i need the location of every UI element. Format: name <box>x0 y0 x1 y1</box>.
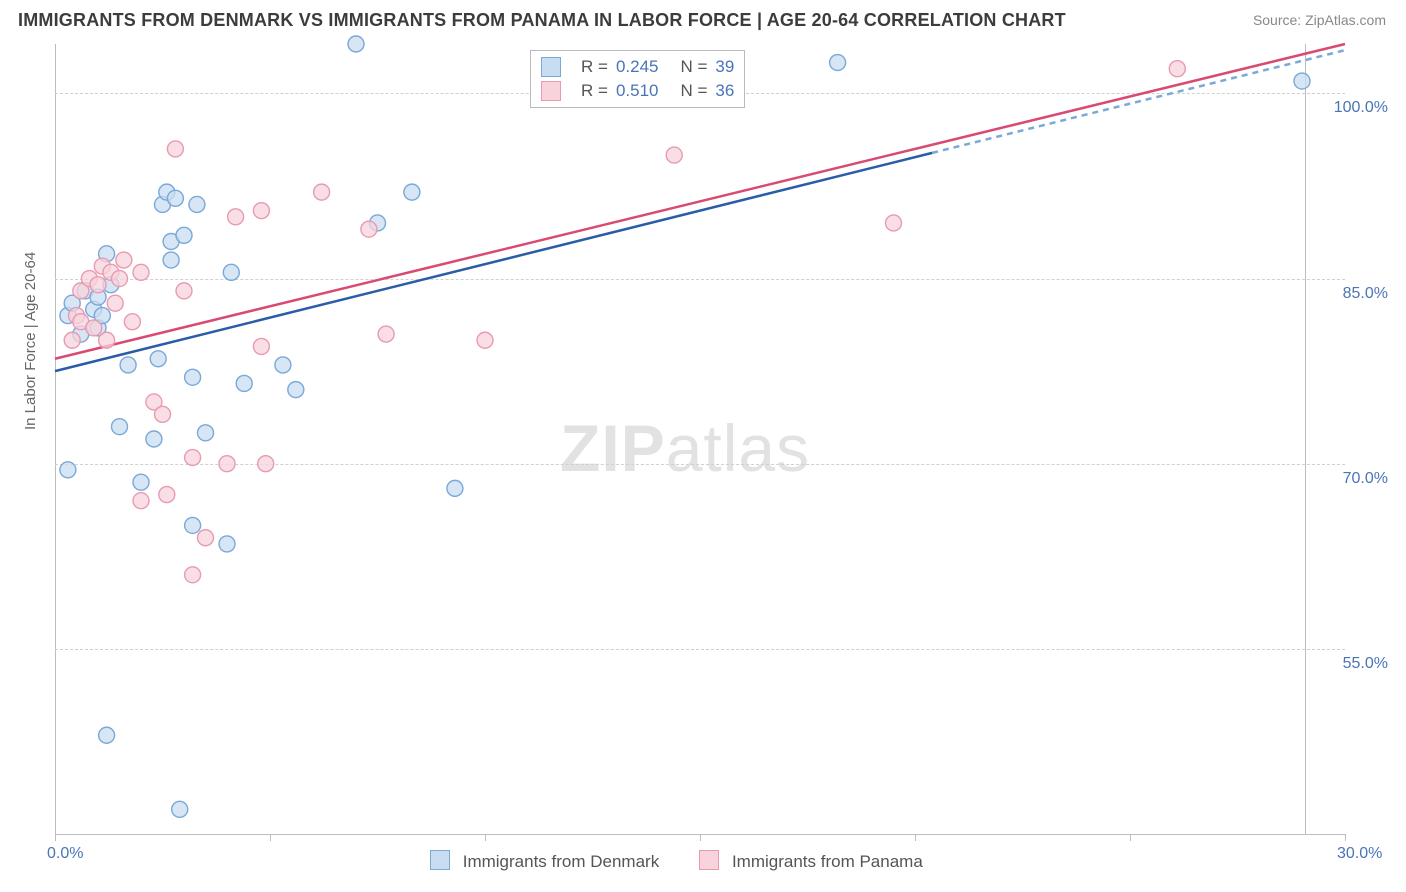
xtick-mark <box>1345 834 1346 841</box>
data-point <box>185 369 201 385</box>
xtick-mark <box>700 834 701 841</box>
data-point <box>666 147 682 163</box>
legend-swatch-panama <box>699 850 719 870</box>
series-legend-item-denmark: Immigrants from Denmark <box>430 850 659 872</box>
correlation-legend: R = 0.245 N = 39 R = 0.510 N = 36 <box>530 50 745 108</box>
data-point <box>185 567 201 583</box>
plot-svg <box>55 44 1345 834</box>
legend-n-value-panama: 36 <box>715 81 734 101</box>
regression-line-ext <box>932 44 1345 145</box>
legend-swatch-denmark <box>430 850 450 870</box>
regression-line <box>55 145 932 359</box>
data-point <box>253 203 269 219</box>
xtick-mark <box>485 834 486 841</box>
legend-r-value-denmark: 0.245 <box>616 57 659 77</box>
data-point <box>155 406 171 422</box>
data-point <box>258 456 274 472</box>
source-value: ZipAtlas.com <box>1305 12 1386 28</box>
chart-title: IMMIGRANTS FROM DENMARK VS IMMIGRANTS FR… <box>18 10 1066 31</box>
data-point <box>253 338 269 354</box>
series-name-panama: Immigrants from Panama <box>732 852 923 871</box>
legend-swatch-denmark <box>541 57 561 77</box>
source-credit: Source: ZipAtlas.com <box>1253 12 1386 28</box>
data-point <box>1169 61 1185 77</box>
legend-n-value-denmark: 39 <box>715 57 734 77</box>
data-point <box>133 493 149 509</box>
data-point <box>146 431 162 447</box>
xtick-label: 30.0% <box>1337 845 1382 863</box>
data-point <box>1294 73 1310 89</box>
legend-n-label: N = <box>680 81 707 101</box>
data-point <box>228 209 244 225</box>
data-point <box>830 55 846 71</box>
data-point <box>348 36 364 52</box>
correlation-legend-row: R = 0.245 N = 39 <box>541 55 734 79</box>
ytick-label: 55.0% <box>1343 655 1388 673</box>
data-point <box>120 357 136 373</box>
series-legend-item-panama: Immigrants from Panama <box>699 850 923 872</box>
xtick-mark <box>270 834 271 841</box>
data-point <box>198 425 214 441</box>
data-point <box>219 536 235 552</box>
data-point <box>198 530 214 546</box>
data-point <box>150 351 166 367</box>
data-point <box>185 450 201 466</box>
data-point <box>167 141 183 157</box>
xtick-label: 0.0% <box>47 845 83 863</box>
data-point <box>99 332 115 348</box>
data-point <box>64 332 80 348</box>
data-point <box>219 456 235 472</box>
correlation-legend-row: R = 0.510 N = 36 <box>541 79 734 103</box>
data-point <box>60 462 76 478</box>
xtick-mark <box>915 834 916 841</box>
data-point <box>886 215 902 231</box>
data-point <box>133 474 149 490</box>
data-point <box>159 487 175 503</box>
data-point <box>176 283 192 299</box>
data-point <box>167 190 183 206</box>
xtick-mark <box>1130 834 1131 841</box>
data-point <box>361 221 377 237</box>
data-point <box>90 277 106 293</box>
data-point <box>185 517 201 533</box>
data-point <box>163 252 179 268</box>
data-point <box>236 375 252 391</box>
data-point <box>447 480 463 496</box>
data-point <box>189 196 205 212</box>
data-point <box>288 382 304 398</box>
legend-r-value-panama: 0.510 <box>616 81 659 101</box>
series-name-denmark: Immigrants from Denmark <box>463 852 659 871</box>
legend-r-label: R = <box>581 57 608 77</box>
data-point <box>86 320 102 336</box>
legend-n-label: N = <box>680 57 707 77</box>
data-point <box>133 264 149 280</box>
data-point <box>404 184 420 200</box>
legend-r-label: R = <box>581 81 608 101</box>
data-point <box>314 184 330 200</box>
data-point <box>172 801 188 817</box>
data-point <box>275 357 291 373</box>
data-point <box>223 264 239 280</box>
xtick-mark <box>55 834 56 841</box>
ytick-label: 70.0% <box>1343 470 1388 488</box>
data-point <box>124 314 140 330</box>
data-point <box>477 332 493 348</box>
ytick-label: 85.0% <box>1343 285 1388 303</box>
data-point <box>112 271 128 287</box>
data-point <box>378 326 394 342</box>
data-point <box>116 252 132 268</box>
series-legend: Immigrants from Denmark Immigrants from … <box>430 850 923 872</box>
legend-swatch-panama <box>541 81 561 101</box>
data-point <box>107 295 123 311</box>
data-point <box>99 727 115 743</box>
data-point <box>112 419 128 435</box>
data-point <box>176 227 192 243</box>
y-axis-label: In Labor Force | Age 20-64 <box>22 252 39 430</box>
regression-line-ext <box>932 50 1345 153</box>
regression-line <box>55 153 932 371</box>
source-label: Source: <box>1253 12 1305 28</box>
